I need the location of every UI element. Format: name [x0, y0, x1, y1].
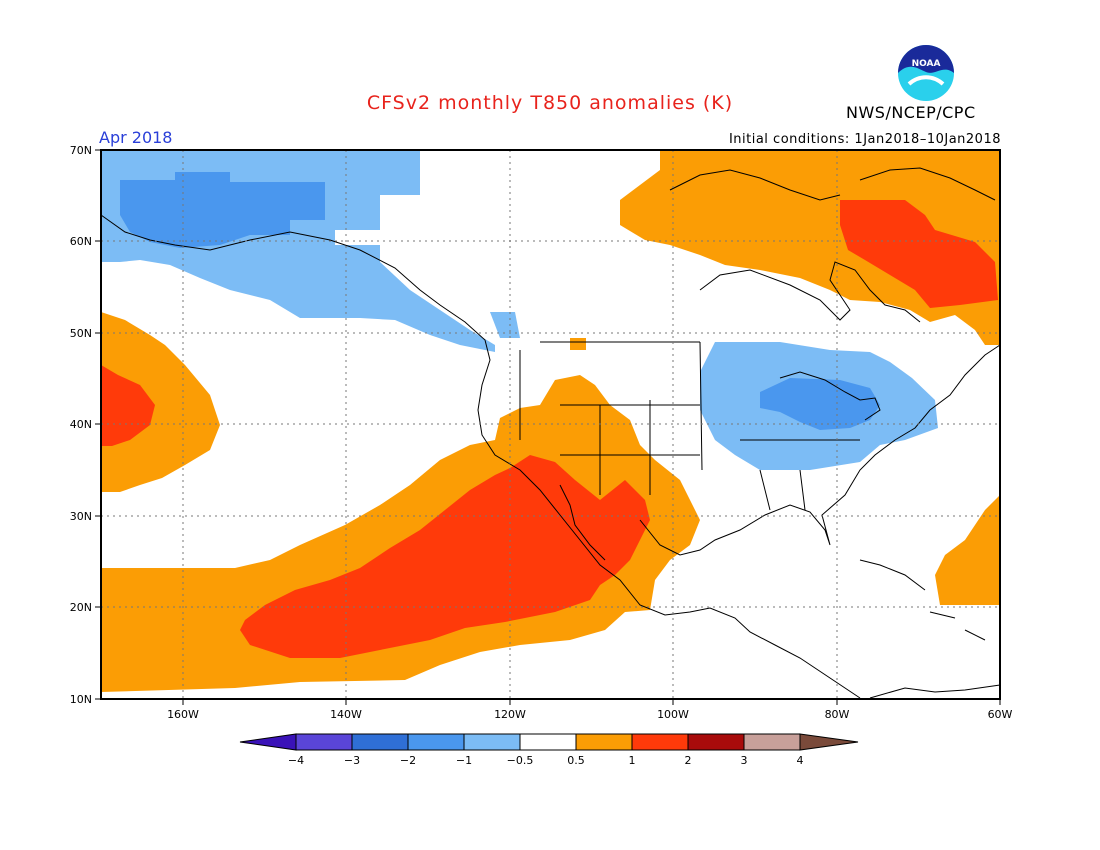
- anomaly-pos-labrador-mid: [840, 200, 998, 308]
- month-label: Apr 2018: [99, 128, 173, 147]
- colorbar-segment: [575, 733, 633, 751]
- logo-text: NOAA: [912, 59, 941, 69]
- colorbar-label: 4: [797, 754, 804, 767]
- colorbar-segment: [239, 733, 297, 751]
- coastlines: [100, 167, 1001, 699]
- anomaly-neg-alaska-mid: [120, 172, 325, 248]
- colorbar: [239, 733, 859, 751]
- lat-label: 30N: [70, 510, 92, 523]
- agency-label: NWS/NCEP/CPC: [846, 103, 976, 122]
- chart-title: CFSv2 monthly T850 anomalies (K): [366, 92, 734, 114]
- colorbar-label: −3: [344, 754, 360, 767]
- lat-label: 10N: [70, 693, 92, 706]
- lon-label: 140W: [330, 708, 362, 721]
- lat-label: 60N: [70, 235, 92, 248]
- colorbar-segment: [687, 733, 745, 751]
- lon-label: 100W: [657, 708, 689, 721]
- lat-label: 50N: [70, 327, 92, 340]
- tick-marks: [95, 149, 1001, 705]
- colorbar-label: 1: [629, 754, 636, 767]
- colorbar-segment: [799, 733, 859, 751]
- colorbar-segment: [351, 733, 409, 751]
- colorbar-label: −0.5: [507, 754, 534, 767]
- colorbar-segment: [295, 733, 353, 751]
- colorbar-segment: [519, 733, 577, 751]
- lon-label: 60W: [988, 708, 1013, 721]
- colorbar-label: −4: [288, 754, 304, 767]
- lat-label: 20N: [70, 601, 92, 614]
- colorbar-segment: [743, 733, 801, 751]
- anomaly-neg-greatlakes-mid: [760, 378, 880, 430]
- anomaly-pos-westpacific-mid: [101, 365, 155, 446]
- colorbar-segment: [631, 733, 689, 751]
- noaa-logo-icon: NOAA: [896, 43, 956, 103]
- latitude-labels: 70N 60N 50N 40N 30N 20N 10N: [70, 144, 92, 706]
- colorbar-label: 2: [685, 754, 692, 767]
- lon-label: 160W: [167, 708, 199, 721]
- anomaly-pos-westpacific-light: [101, 312, 220, 492]
- colorbar-labels: −4 −3 −2 −1 −0.5 0.5 1 2 3 4: [288, 754, 804, 767]
- lat-label: 70N: [70, 144, 92, 157]
- colorbar-label: 3: [741, 754, 748, 767]
- lon-label: 120W: [494, 708, 526, 721]
- lat-label: 40N: [70, 418, 92, 431]
- anomaly-neg-coast-light: [490, 312, 520, 338]
- colorbar-label: 0.5: [567, 754, 585, 767]
- initial-conditions-label: Initial conditions: 1Jan2018–10Jan2018: [728, 132, 1001, 147]
- longitude-labels: 160W 140W 120W 100W 80W 60W: [167, 708, 1012, 721]
- graticule: [101, 150, 1000, 699]
- anomaly-fields: [101, 150, 1000, 692]
- colorbar-label: −1: [456, 754, 472, 767]
- lon-label: 80W: [825, 708, 850, 721]
- anomaly-pos-spot: [570, 338, 586, 350]
- colorbar-segment: [407, 733, 465, 751]
- colorbar-label: −2: [400, 754, 416, 767]
- anomaly-pos-atlantic-light: [935, 495, 1000, 605]
- anomaly-pos-canada-light: [620, 150, 1000, 345]
- colorbar-segment: [463, 733, 521, 751]
